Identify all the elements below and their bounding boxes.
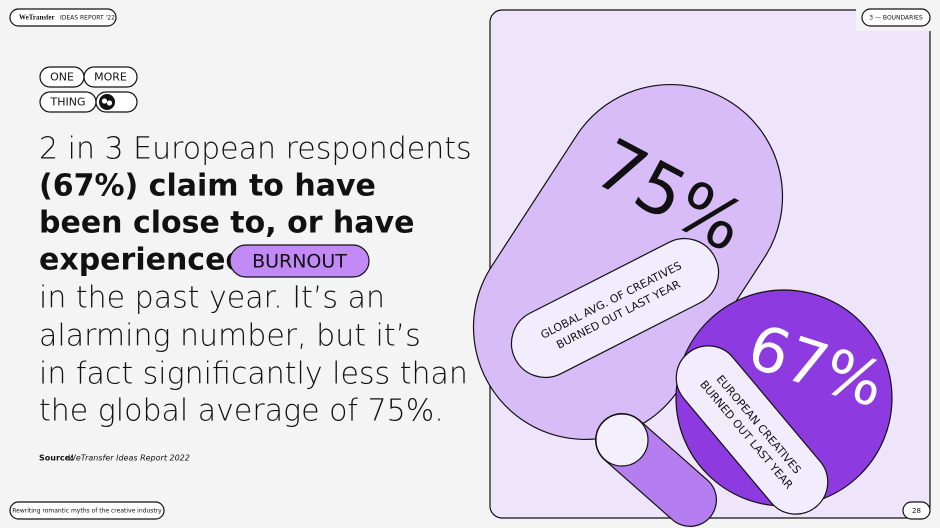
brand: WeTransfer (19, 14, 55, 22)
chat-icon (99, 94, 115, 110)
header-pill (9, 8, 117, 27)
global-caption-pill (510, 237, 720, 379)
europe-caption-pill (675, 345, 829, 515)
footer-tagline: Rewriting romantic myths of the creative… (12, 508, 162, 515)
source-label: Source: (39, 454, 73, 463)
headline-line: alarming number, but it’s (39, 319, 421, 354)
report-label: IDEAS REPORT '22 (60, 15, 115, 22)
footer-pill (9, 501, 165, 520)
section-label: 3 — BOUNDARIES (869, 15, 923, 22)
page-pill (902, 501, 931, 520)
highlight-pill (229, 244, 370, 278)
tag: ONE (50, 71, 74, 84)
chat-icon-bubble (106, 100, 113, 106)
headline-bold-line: been close to, or have (39, 206, 414, 241)
headline-line: 2 in 3 European respondents (39, 132, 472, 167)
source-text: WeTransfer Ideas Report 2022 (68, 454, 190, 463)
headline-bold-line: (67%) claim to have (39, 169, 376, 204)
tag: THING (50, 96, 86, 109)
chat-icon-bubble (101, 98, 108, 104)
headline: 2 in 3 European respondents (67%) claim … (39, 132, 472, 429)
page-number: 28 (912, 507, 921, 515)
small-circle (595, 413, 649, 467)
headline-bold-line: experienced (39, 243, 247, 278)
headline-line: the global average of 75%. (39, 394, 444, 429)
section-pill (861, 8, 931, 27)
headline-line: in fact significantly less than (39, 357, 468, 392)
tag: MORE (94, 71, 127, 84)
headline-line: in the past year. It’s an (39, 281, 385, 316)
tag-pill (83, 66, 138, 88)
highlight: BURNOUT (252, 251, 347, 273)
